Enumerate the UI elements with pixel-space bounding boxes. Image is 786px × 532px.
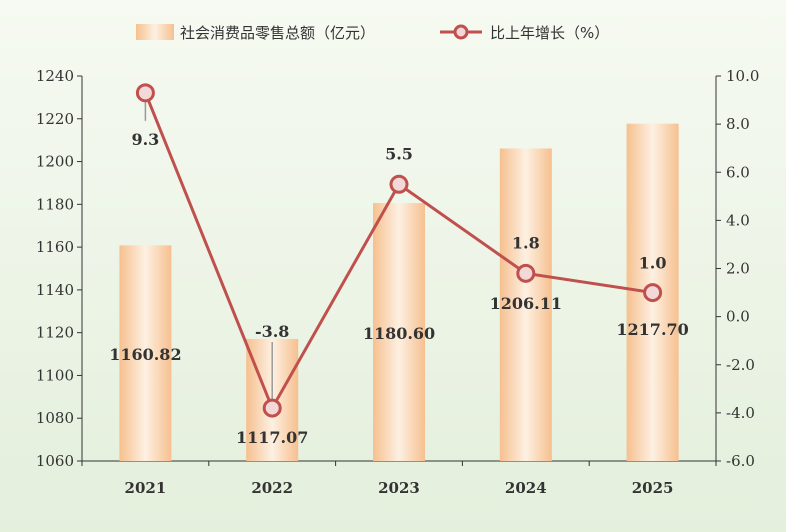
bar — [119, 245, 172, 461]
legend-line-marker — [453, 24, 469, 40]
y-right-tick-label: -6.0 — [726, 452, 755, 470]
line-point — [262, 398, 282, 418]
y-left-tick-label: 1160 — [36, 238, 74, 256]
line-series: 9.3 -3.8 5.5 1.8 1.0 — [131, 83, 667, 418]
legend-line-label: 比上年增长（%） — [490, 24, 609, 42]
x-tick-label: 2022 — [251, 479, 293, 497]
bar-value-label: 1160.82 — [109, 345, 181, 364]
line-point — [135, 83, 155, 103]
y-left-tick-label: 1080 — [36, 409, 74, 427]
legend: 社会消费品零售总额（亿元） 比上年增长（%） — [136, 24, 609, 42]
line-point — [643, 283, 663, 303]
y-right-tick-label: 10.0 — [726, 67, 759, 85]
line-point-label: 9.3 — [131, 130, 159, 149]
bar-series — [119, 123, 679, 462]
y-left-ticks: 1060 1080 1100 1120 1140 1160 1180 1200 1220 1240 — [36, 67, 82, 470]
x-tick-label: 2025 — [632, 479, 674, 497]
y-left-tick-label: 1240 — [36, 67, 74, 85]
bar-labels: 1160.82 1117.07 1180.60 1206.11 1217.70 — [109, 294, 689, 447]
x-tick-label: 2024 — [505, 479, 547, 497]
legend-bar-label: 社会消费品零售总额（亿元） — [180, 24, 375, 42]
line-point — [389, 174, 409, 194]
y-right-tick-label: 2.0 — [726, 260, 750, 278]
bar-value-label: 1206.11 — [490, 294, 562, 313]
x-tick-label: 2021 — [125, 479, 167, 497]
y-right-tick-label: 4.0 — [726, 211, 750, 229]
y-left-tick-label: 1200 — [36, 153, 74, 171]
line-point — [516, 263, 536, 283]
line-point-label: 5.5 — [385, 144, 413, 163]
y-right-tick-label: -2.0 — [726, 356, 755, 374]
x-tick-label: 2023 — [378, 479, 420, 497]
x-ticks: 2021 2022 2023 2024 2025 — [81, 461, 717, 497]
legend-bar-swatch — [136, 24, 174, 40]
y-left-tick-label: 1120 — [36, 324, 74, 342]
y-left-tick-label: 1060 — [36, 452, 74, 470]
y-left-tick-label: 1140 — [36, 281, 74, 299]
bar-value-label: 1180.60 — [363, 324, 435, 343]
y-left-tick-label: 1100 — [36, 366, 74, 384]
y-left-tick-label: 1220 — [36, 110, 74, 128]
y-right-tick-label: 8.0 — [726, 115, 750, 133]
line-point-label: 1.8 — [512, 233, 540, 252]
y-right-tick-label: 0.0 — [726, 308, 750, 326]
line-point-label: -3.8 — [255, 322, 289, 341]
y-left-tick-label: 1180 — [36, 195, 74, 213]
bar — [499, 148, 552, 461]
bar-value-label: 1217.70 — [616, 320, 688, 339]
y-right-ticks: -6.0 -4.0 -2.0 0.0 2.0 4.0 6.0 8.0 10.0 — [716, 67, 759, 470]
y-right-tick-label: 6.0 — [726, 163, 750, 181]
bar — [373, 203, 425, 462]
y-right-tick-label: -4.0 — [726, 404, 755, 422]
line-point-label: 1.0 — [639, 254, 667, 273]
bar-value-label: 1117.07 — [236, 428, 308, 447]
